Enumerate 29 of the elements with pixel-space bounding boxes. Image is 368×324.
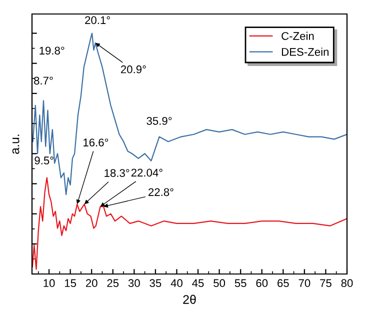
annotation: 20.9°	[120, 65, 146, 74]
annotation: 9.5°	[34, 156, 54, 164]
x-axis-title: 2θ	[183, 294, 196, 304]
x-tick-label: 15	[64, 279, 76, 288]
x-tick-label: 35	[150, 279, 162, 288]
x-tick-label: 70	[298, 279, 310, 288]
x-tick-label: 75	[320, 279, 332, 288]
x-tick-label: 60	[256, 279, 268, 288]
x-tick-label: 40	[170, 279, 182, 288]
annotation: 22.8°	[148, 188, 174, 196]
legend-label: C-Zein	[282, 32, 314, 40]
annotation: 19.8°	[40, 46, 64, 55]
annotation: 8.7°	[34, 76, 53, 85]
y-axis-title: a.u.	[12, 134, 20, 154]
legend-label: DES-Zein	[282, 48, 328, 56]
annotation: 22.04°	[131, 168, 162, 177]
x-tick-label: 45	[192, 279, 204, 288]
annotation: 16.6°	[84, 138, 108, 146]
x-tick-label: 30	[128, 279, 140, 288]
annotation: 18.3°	[104, 169, 130, 177]
x-tick-label: 50	[214, 279, 226, 288]
x-tick-label: 10	[44, 279, 55, 288]
x-tick-label: 25	[107, 279, 119, 288]
x-tick-label: 20	[86, 279, 98, 288]
x-tick-label: 55	[234, 279, 246, 288]
x-tick-label: 65	[278, 279, 289, 288]
annotation: 35.9°	[146, 116, 172, 125]
x-tick-label: 80	[341, 279, 353, 288]
annotation: 20.1°	[85, 16, 110, 24]
